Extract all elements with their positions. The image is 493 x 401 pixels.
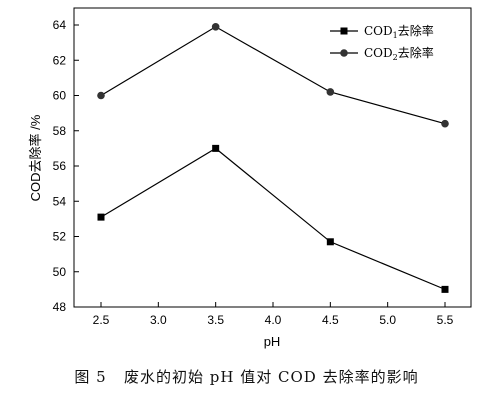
y-tick-label: 62 xyxy=(53,53,67,67)
y-tick-label: 50 xyxy=(53,265,67,279)
y-axis-label: COD去除率 /% xyxy=(28,114,43,201)
data-point-cod2 xyxy=(326,88,335,96)
data-point-cod1 xyxy=(97,213,105,221)
data-point-cod1 xyxy=(326,238,334,246)
x-tick-label: 4.5 xyxy=(322,313,339,327)
y-tick-label: 64 xyxy=(53,18,67,32)
legend-item-cod1: COD1去除率 xyxy=(330,23,434,40)
x-tick-label: 4.0 xyxy=(265,313,282,327)
data-point-cod1 xyxy=(212,144,220,152)
series-cod2 xyxy=(97,22,449,128)
series-line-cod2 xyxy=(100,26,446,125)
legend-label: COD2去除率 xyxy=(364,45,434,62)
axis-ticks: 2.5 3.0 3.5 4.0 4.5 5.0 5.5 48 50 52 54 56 58 60 62 64 xyxy=(53,18,454,327)
series-cod1 xyxy=(97,144,449,293)
x-tick-label: 5.5 xyxy=(437,313,454,327)
series-layer xyxy=(97,22,449,293)
data-point-cod2 xyxy=(441,119,449,128)
x-tick-label: 3.5 xyxy=(207,313,224,327)
figure-caption: 图 5 废水的初始 pH 值对 COD 去除率的影响 xyxy=(74,368,419,386)
x-tick-label: 3.0 xyxy=(150,313,167,327)
data-point-cod2 xyxy=(211,22,220,31)
x-axis-label: pH xyxy=(264,334,281,349)
legend-marker xyxy=(340,27,348,35)
series-line-cod1 xyxy=(100,147,446,290)
y-tick-label: 48 xyxy=(53,300,67,314)
chart: 2.5 3.0 3.5 4.0 4.5 5.0 5.5485052545658606264 … xyxy=(28,7,472,349)
x-tick-label: 5.0 xyxy=(379,313,396,327)
legend-item-cod2: COD2去除率 xyxy=(330,45,434,62)
y-tick-label: 60 xyxy=(53,89,67,103)
data-point-cod2 xyxy=(97,91,105,100)
legend-marker xyxy=(340,49,348,57)
y-tick-label: 58 xyxy=(53,124,67,138)
legend: COD1去除率 COD2去除率 xyxy=(330,23,434,62)
legend-label: COD1去除率 xyxy=(364,23,434,40)
data-point-cod1 xyxy=(441,285,449,293)
y-tick-label: 54 xyxy=(53,194,67,208)
y-tick-label: 56 xyxy=(53,159,67,173)
y-tick-label: 52 xyxy=(53,230,67,244)
x-tick-label: 2.5 xyxy=(93,313,110,327)
